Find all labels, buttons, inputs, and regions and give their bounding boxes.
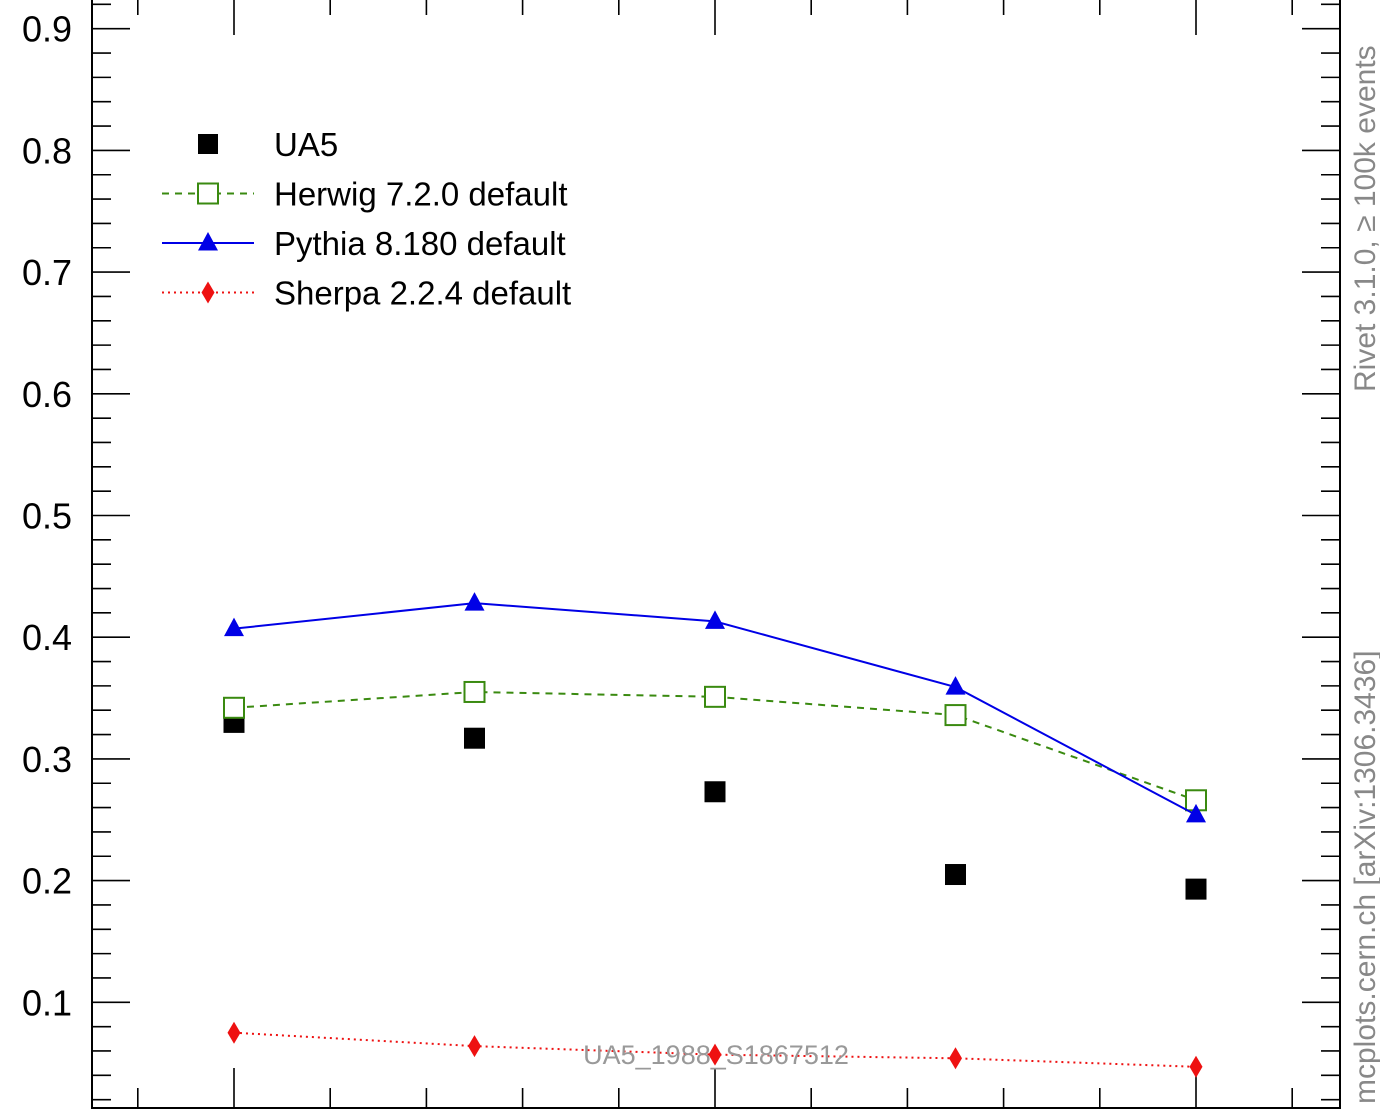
series-pythia bbox=[224, 592, 1206, 823]
data-point bbox=[464, 727, 485, 749]
series-layer bbox=[223, 592, 1207, 1078]
data-point bbox=[945, 676, 966, 695]
data-point bbox=[464, 592, 485, 611]
data-point bbox=[198, 232, 218, 251]
data-point bbox=[197, 182, 219, 205]
data-point bbox=[1189, 1055, 1203, 1078]
data-point bbox=[1185, 878, 1207, 900]
legend-item: Sherpa 2.2.4 default bbox=[162, 275, 571, 312]
legend-item: Herwig 7.2.0 default bbox=[162, 176, 568, 213]
legend-label: Sherpa 2.2.4 default bbox=[274, 275, 571, 312]
mcplots-label: mcplots.cern.ch [arXiv:1306.3436] bbox=[1349, 650, 1380, 1104]
legend-label: UA5 bbox=[274, 126, 338, 163]
series-sherpa bbox=[227, 1021, 1203, 1078]
data-point bbox=[227, 1021, 241, 1044]
data-point bbox=[949, 1047, 962, 1070]
data-point bbox=[463, 680, 486, 703]
axis-ticks: 0.1 0.2 0.3 0.4 0.5 0.6 0.7 0.8 0.9 bbox=[22, 0, 1340, 1108]
data-point bbox=[704, 781, 726, 803]
data-point bbox=[468, 1035, 481, 1058]
y-tick-label: 0.2 bbox=[22, 861, 72, 902]
legend: UA5 Herwig 7.2.0 default Pythia 8.180 defa… bbox=[162, 126, 571, 312]
rivet-label: Rivet 3.1.0, ≥ 100k events bbox=[1349, 45, 1380, 392]
data-point bbox=[708, 1043, 722, 1066]
y-tick-label: 0.1 bbox=[22, 982, 72, 1023]
plot-frame bbox=[91, 0, 1341, 1109]
y-tick-label: 0.4 bbox=[22, 617, 72, 658]
plot-border bbox=[91, 0, 1341, 1109]
data-point bbox=[1186, 803, 1206, 823]
data-point bbox=[198, 134, 218, 154]
legend-label: Herwig 7.2.0 default bbox=[274, 176, 568, 213]
y-tick-label: 0.8 bbox=[22, 130, 72, 171]
series-ua5 bbox=[223, 711, 1207, 900]
y-tick-label: 0.7 bbox=[22, 252, 72, 293]
legend-item: UA5 bbox=[198, 126, 338, 163]
y-tick-label: 0.9 bbox=[22, 9, 72, 50]
data-point bbox=[224, 617, 244, 637]
data-point bbox=[705, 610, 725, 629]
y-tick-label: 0.6 bbox=[22, 374, 72, 415]
legend-label: Pythia 8.180 default bbox=[274, 225, 566, 262]
legend-item: Pythia 8.180 default bbox=[162, 225, 566, 262]
y-tick-label: 0.5 bbox=[22, 496, 72, 537]
data-point bbox=[944, 704, 967, 727]
data-point bbox=[201, 281, 215, 304]
data-point bbox=[704, 685, 726, 708]
analysis-watermark: UA5_1988_S1867512 bbox=[583, 1040, 849, 1070]
data-point bbox=[223, 696, 245, 719]
data-point bbox=[945, 864, 966, 886]
y-tick-label: 0.3 bbox=[22, 739, 72, 780]
series-herwig bbox=[223, 680, 1207, 812]
